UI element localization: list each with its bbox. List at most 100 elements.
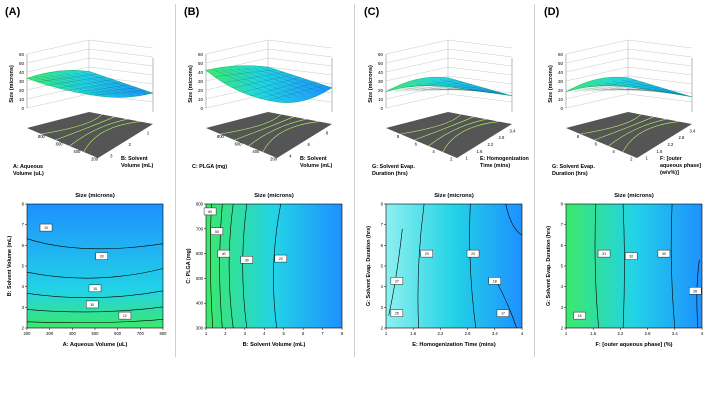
- y-axis-label: G: Solvent Evap. Duration (hrs): [546, 226, 552, 306]
- x-tick-label: 2: [630, 156, 633, 161]
- contour-level-label: 20: [100, 255, 104, 259]
- contour-plot-a: Size (microns) 10 20 15 30 12 200 300 400 500 600 7…: [7, 193, 167, 348]
- x-tick-label: 6: [302, 331, 305, 336]
- x-tick-label: 400: [252, 149, 260, 154]
- y-axis-label: Volume (mL): [121, 163, 153, 169]
- contour-line: [388, 228, 403, 316]
- contour-line: [26, 306, 164, 313]
- contour-line: [26, 238, 164, 250]
- surface-mesh-line: [53, 79, 114, 89]
- contour-level-label: 30: [90, 303, 94, 307]
- contour-title: Size (microns): [75, 193, 115, 199]
- contour-line: [505, 203, 523, 236]
- panel-c: (C) 0 10 20 30 40 50 60 Size (microns) 8 6 4 2 1 1.6 2…: [362, 4, 535, 357]
- surface-mesh-line: [252, 67, 319, 92]
- contour-level-box: [688, 287, 702, 295]
- y-tick-label: 600: [196, 251, 204, 256]
- surface-mesh-line: [430, 88, 489, 91]
- response-surface: [385, 76, 513, 96]
- surface-mesh-line: [409, 86, 478, 92]
- x-axis-label: A: Aqueous: [13, 164, 43, 170]
- y-tick-label: 6: [22, 243, 25, 248]
- x-tick-label: 8: [577, 134, 580, 139]
- z-tick-label: 10: [378, 97, 384, 102]
- grid-line: [88, 39, 154, 49]
- x-tick-label: 700: [137, 331, 145, 336]
- x-tick-label: 200: [24, 331, 32, 336]
- grid-line: [385, 93, 449, 109]
- x-tick-label: 4: [521, 331, 524, 336]
- grid-line: [88, 57, 154, 67]
- surface-mesh-line: [424, 82, 492, 94]
- grid-line: [267, 39, 333, 49]
- x-tick-label: 200: [270, 156, 278, 161]
- z-tick-label: 20: [558, 88, 564, 93]
- grid-line: [627, 66, 693, 76]
- x-axis-label: A: Aqueous Volume (uL): [63, 342, 128, 348]
- floor-contour-line: [234, 116, 294, 141]
- contour-level-box: [573, 311, 586, 320]
- y-tick-label: 2.2: [668, 142, 674, 147]
- contour-level-label: 28: [693, 289, 697, 293]
- grid-line: [205, 39, 269, 55]
- contour-level-label: 25: [395, 312, 399, 316]
- contour-line: [210, 203, 214, 329]
- x-tick-label: 600: [235, 141, 243, 146]
- response-surface: [205, 65, 333, 103]
- contour-plot-b: Size (microns) 60 50 40 30 20 1 2 3 4 5 6 7 8 300 400 50…: [186, 193, 344, 348]
- x-tick-label: 5: [283, 331, 286, 336]
- grid-line: [267, 57, 333, 67]
- x-tick-label: 8: [397, 134, 400, 139]
- contour-level-label: 23: [471, 252, 475, 256]
- z-tick-label: 0: [560, 106, 563, 111]
- y-tick-label: 7: [22, 222, 25, 227]
- surface-mesh-line: [44, 76, 106, 86]
- surface-mesh-line: [601, 87, 661, 91]
- y-tick-label: 1: [147, 131, 150, 136]
- floor-projection: [386, 112, 512, 158]
- panel-letter: (D): [544, 6, 560, 18]
- x-axis-label: F: [outer aqueous phase] (%): [595, 342, 672, 348]
- surface-mesh-line: [412, 84, 473, 92]
- grid-line: [26, 39, 90, 55]
- x-tick-label: 2.8: [465, 331, 471, 336]
- x-tick-label: 1: [385, 331, 388, 336]
- y-axis-label: B: Solvent: [300, 156, 327, 162]
- y-tick-label: 5: [22, 264, 25, 269]
- surface-mesh-line: [62, 82, 122, 92]
- x-axis-label: Volume (uL): [13, 171, 44, 177]
- surface-mesh-line: [223, 71, 285, 83]
- surface-mesh-line: [42, 76, 112, 96]
- grid-line: [447, 93, 513, 103]
- z-tick-label: 20: [19, 88, 25, 93]
- surface-mesh-line: [604, 82, 672, 94]
- y-axis-label: G: Solvent Evap. Duration (hrs): [366, 226, 372, 306]
- y-axis-label: aqueous phase]: [660, 163, 701, 169]
- surface-mesh-line: [268, 84, 325, 101]
- surface-mesh-line: [221, 69, 291, 99]
- y-tick-label: 3: [22, 305, 25, 310]
- contour-level-label: 15: [578, 314, 582, 318]
- contour-field: [385, 203, 523, 329]
- z-tick-label: 30: [378, 79, 384, 84]
- x-tick-label: 4: [263, 331, 266, 336]
- z-tick-label: 40: [19, 70, 25, 75]
- panel-letter: (B): [184, 6, 200, 18]
- contour-level-label: 50: [215, 230, 219, 234]
- x-tick-label: 400: [69, 331, 77, 336]
- surface-mesh-line: [214, 69, 277, 77]
- floor-contour-line: [69, 118, 128, 147]
- contour-level-box: [390, 309, 404, 317]
- floor-projection: [566, 112, 692, 158]
- y-tick-label: 700: [196, 226, 204, 231]
- grid-line: [565, 57, 629, 73]
- y-tick-label: 5: [561, 264, 564, 269]
- grid-line: [447, 48, 513, 58]
- surface-mesh-line: [394, 79, 457, 92]
- contour-level-label: 60: [208, 210, 212, 214]
- contour-line: [622, 203, 625, 329]
- contour-title: Size (microns): [614, 193, 654, 199]
- z-tick-label: 20: [198, 88, 204, 93]
- contour-level-label: 32: [629, 255, 633, 259]
- y-tick-label: 1.6: [477, 149, 483, 154]
